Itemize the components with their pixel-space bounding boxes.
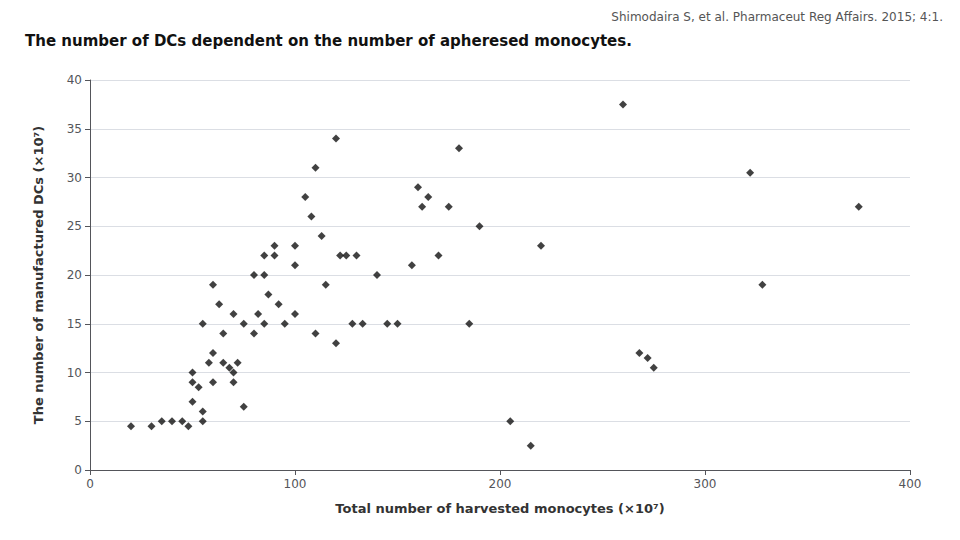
svg-text:200: 200 <box>489 477 512 491</box>
svg-text:40: 40 <box>67 73 82 87</box>
svg-text:400: 400 <box>899 477 922 491</box>
svg-text:Total number of harvested mono: Total number of harvested monocytes (×10… <box>335 501 664 516</box>
svg-text:30: 30 <box>67 171 82 185</box>
svg-text:10: 10 <box>67 366 82 380</box>
svg-text:15: 15 <box>67 317 82 331</box>
svg-text:35: 35 <box>67 122 82 136</box>
svg-text:The number of manufactured DCs: The number of manufactured DCs (×10⁷) <box>31 126 46 424</box>
svg-text:100: 100 <box>284 477 307 491</box>
svg-text:300: 300 <box>694 477 717 491</box>
svg-text:The number of DCs dependent on: The number of DCs dependent on the numbe… <box>25 32 632 50</box>
svg-text:5: 5 <box>74 414 82 428</box>
svg-text:Shimodaira S, et al. Pharmaceu: Shimodaira S, et al. Pharmaceut Reg Affa… <box>611 10 943 24</box>
svg-text:25: 25 <box>67 219 82 233</box>
svg-text:20: 20 <box>67 268 82 282</box>
svg-text:0: 0 <box>86 477 94 491</box>
svg-text:0: 0 <box>74 463 82 477</box>
